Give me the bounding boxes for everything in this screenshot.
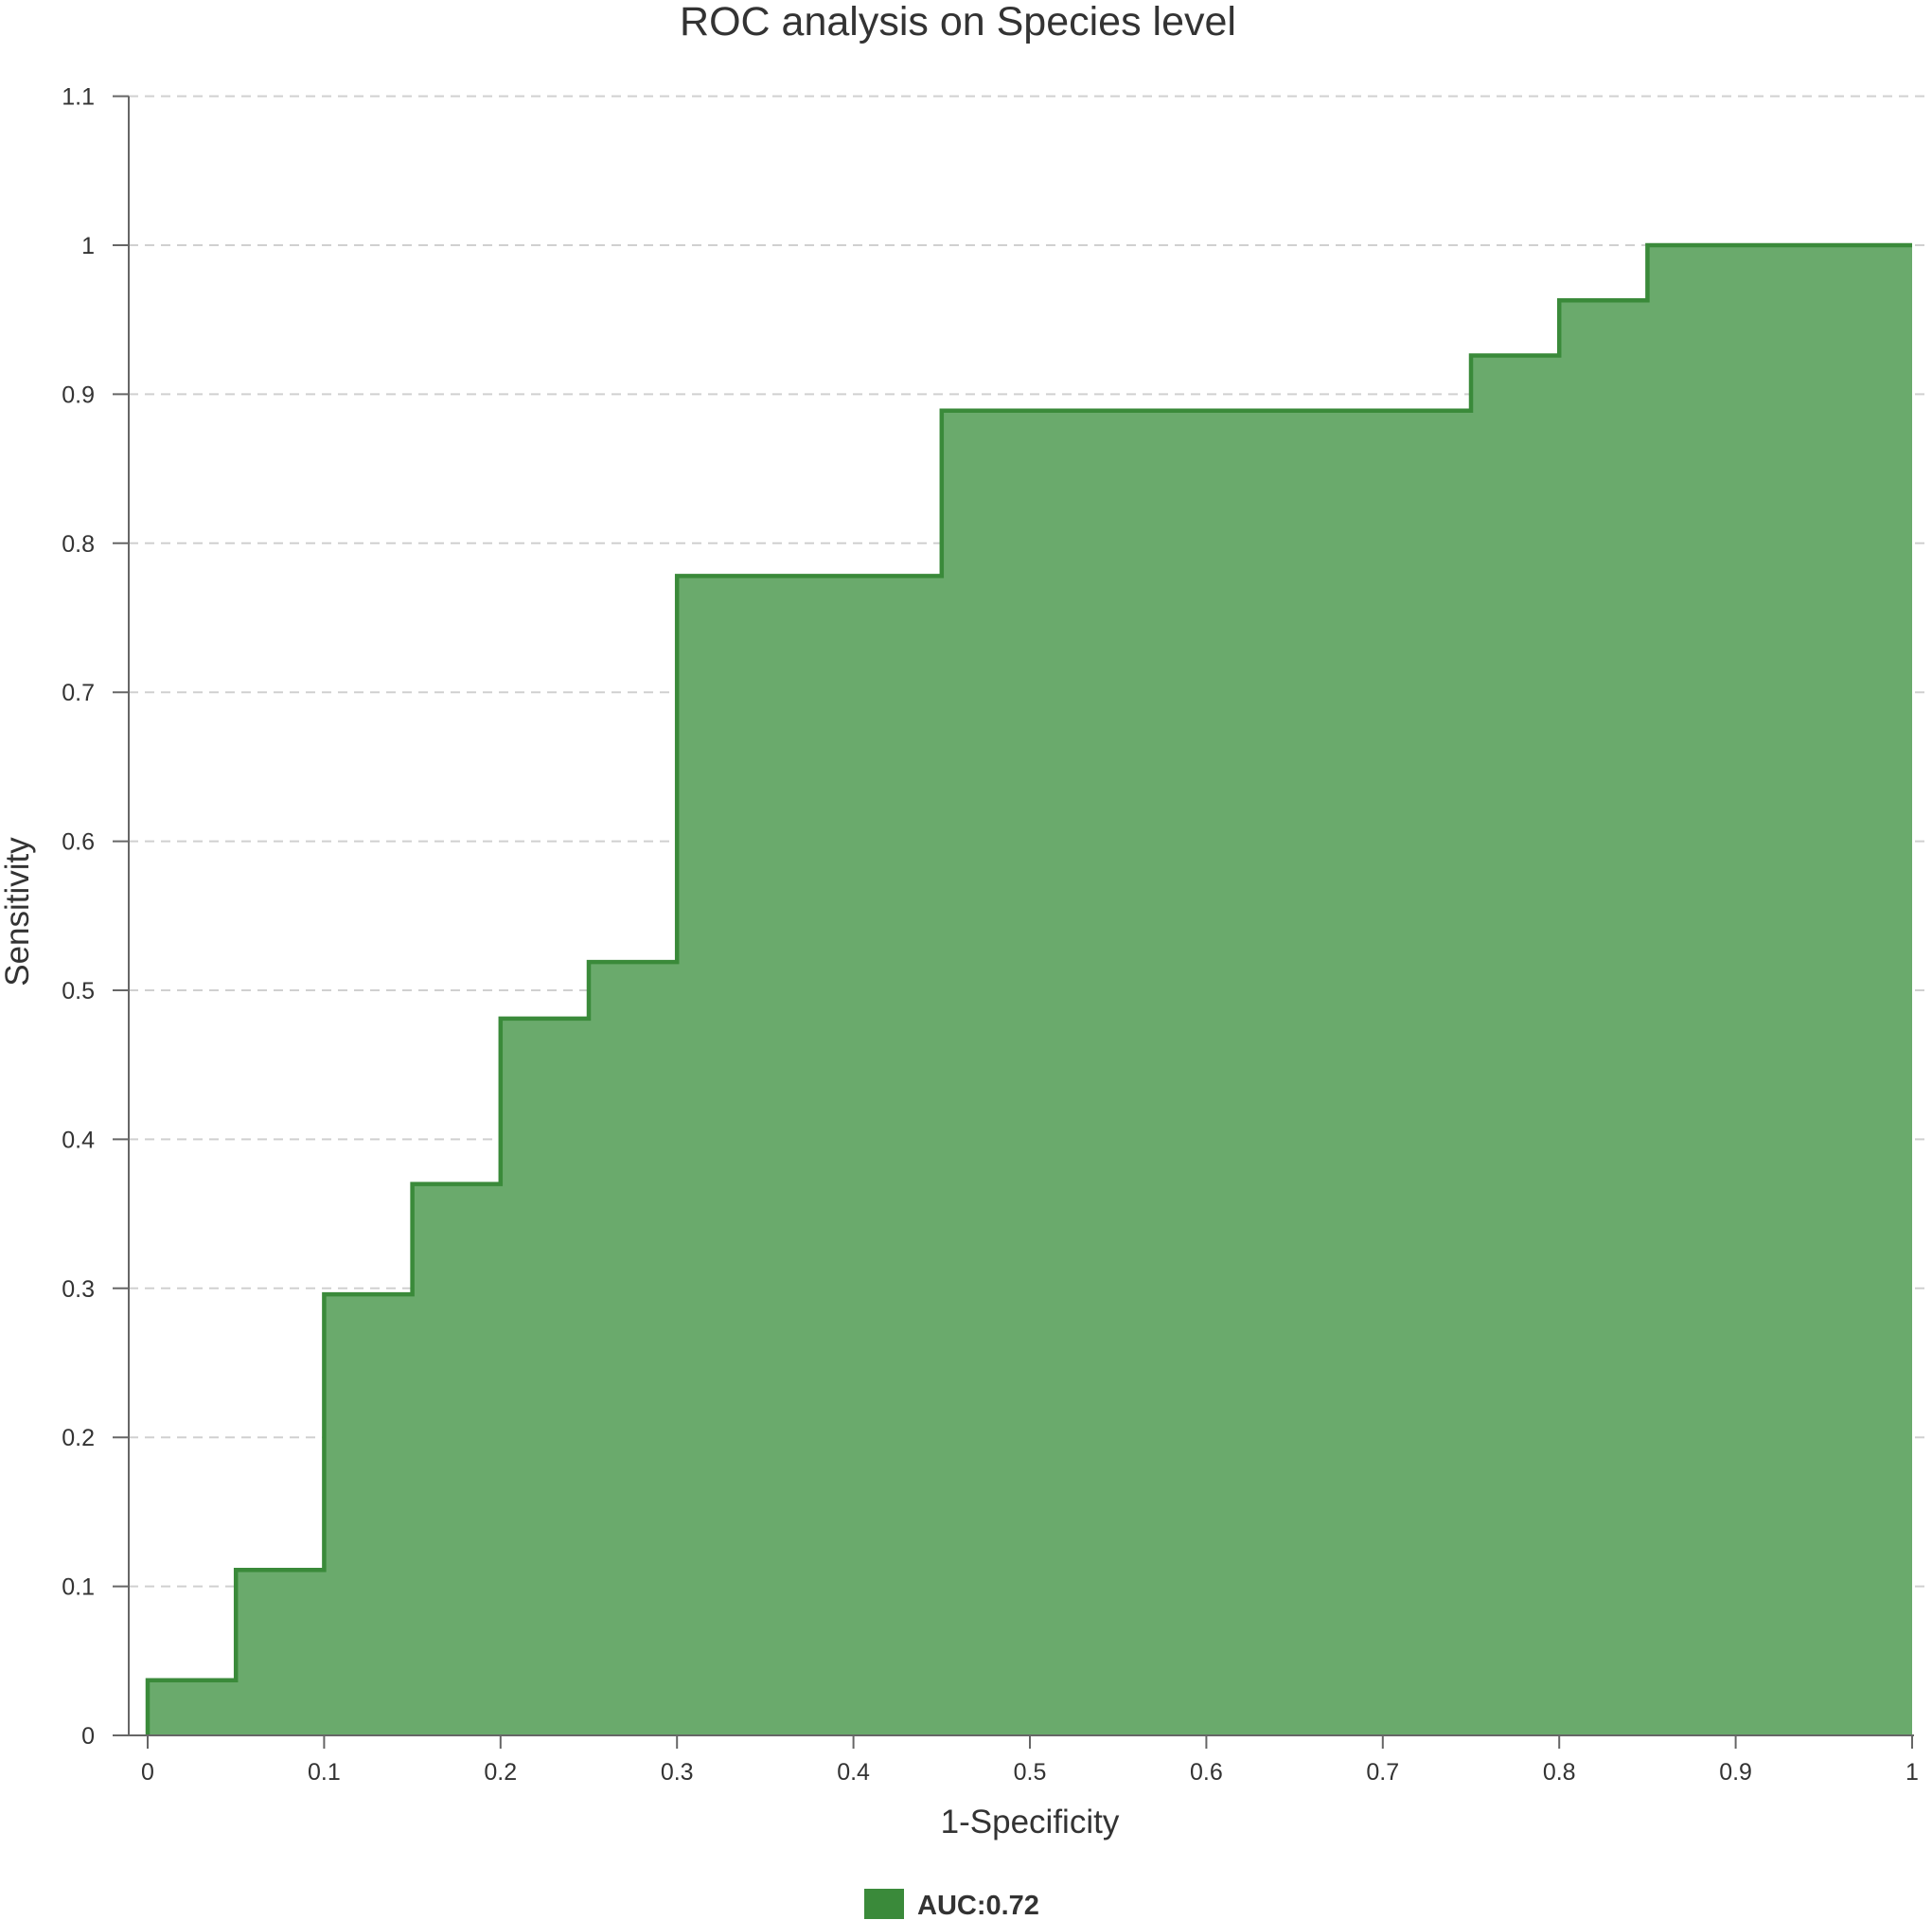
y-tick-label: 1.1 (62, 84, 95, 111)
y-tick-label: 1 (81, 233, 95, 259)
x-axis-label: 1-Specificity (941, 1804, 1120, 1840)
y-tick-label: 0.8 (62, 531, 95, 558)
y-tick-label: 0.9 (62, 382, 95, 408)
chart-title: ROC analysis on Species level (680, 0, 1236, 44)
x-tick-label: 0.7 (1366, 1759, 1399, 1786)
legend[interactable]: AUC:0.72 (864, 1889, 1039, 1920)
x-tick-label: 0.6 (1190, 1759, 1223, 1786)
y-axis-label: Sensitivity (0, 837, 36, 987)
x-tick-label: 0 (141, 1759, 154, 1786)
x-tick-label: 0.1 (308, 1759, 341, 1786)
x-tick-label: 0.5 (1014, 1759, 1047, 1786)
y-tick-label: 0.6 (62, 829, 95, 856)
legend-swatch (864, 1889, 904, 1919)
roc-curve-line (145, 242, 1912, 1735)
y-axis-ticks: 0 0.1 0.2 0.3 0.4 0.5 0.6 0.7 0.8 0.9 1 1.1 (62, 84, 129, 1750)
x-tick-label: 0.3 (661, 1759, 694, 1786)
x-tick-label: 1 (1905, 1759, 1919, 1786)
y-tick-label: 0.4 (62, 1127, 95, 1153)
x-tick-label: 0.8 (1543, 1759, 1576, 1786)
y-tick-label: 0.7 (62, 680, 95, 706)
y-tick-label: 0.2 (62, 1425, 95, 1451)
x-tick-label: 0.4 (837, 1759, 870, 1786)
axes (128, 96, 1914, 1736)
x-tick-label: 0.2 (484, 1759, 517, 1786)
legend-label: AUC:0.72 (917, 1891, 1039, 1920)
roc-area (145, 242, 1912, 1735)
y-tick-label: 0 (81, 1723, 95, 1750)
x-tick-label: 0.9 (1719, 1759, 1752, 1786)
x-axis-ticks: 0 0.1 0.2 0.3 0.4 0.5 0.6 0.7 0.8 0.9 1 (141, 1735, 1919, 1786)
y-tick-label: 0.3 (62, 1276, 95, 1303)
roc-area-fill (148, 245, 1912, 1735)
y-tick-label: 0.1 (62, 1574, 95, 1601)
y-tick-label: 0.5 (62, 978, 95, 1004)
